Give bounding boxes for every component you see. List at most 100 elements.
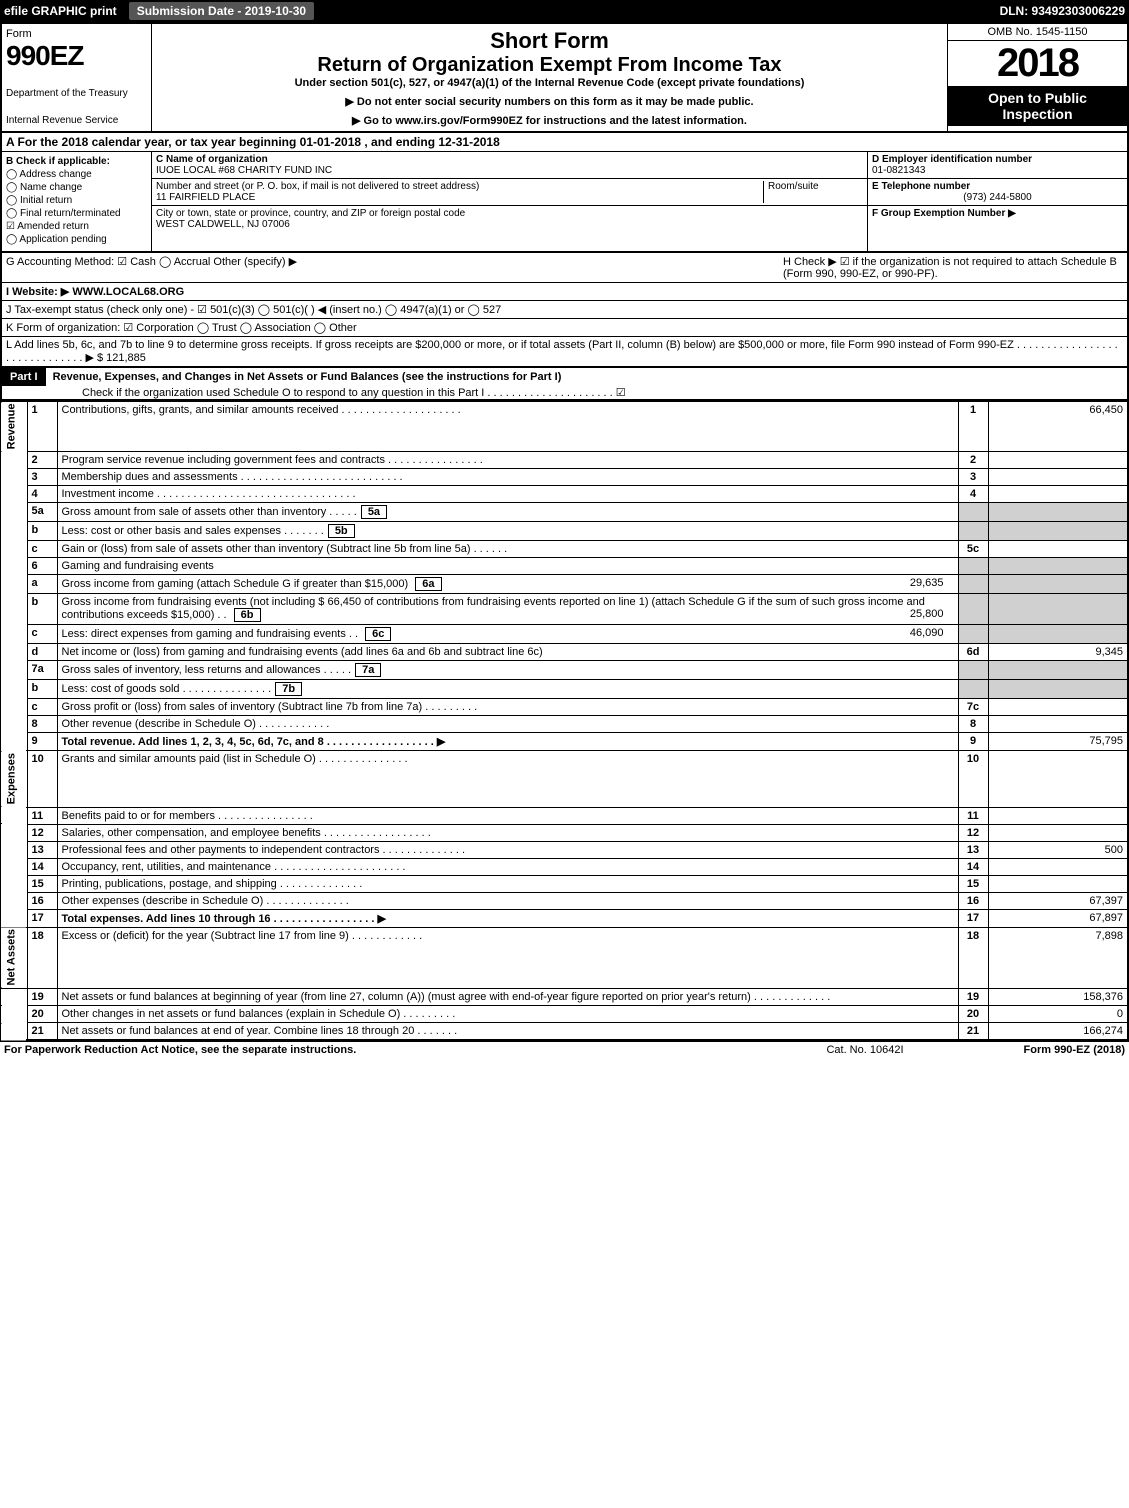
line-12-val: [988, 824, 1128, 841]
line-6d-num: d: [27, 644, 57, 661]
city-block: City or town, state or province, country…: [152, 206, 867, 232]
line-6b-num: b: [27, 594, 57, 625]
info-block: B Check if applicable: ◯ Address change …: [0, 152, 1129, 253]
org-name-block: C Name of organization IUOE LOCAL #68 CH…: [152, 152, 867, 179]
line-3-val: [988, 469, 1128, 486]
line-12-col: 12: [958, 824, 988, 841]
line-15-num: 15: [27, 875, 57, 892]
org-info: C Name of organization IUOE LOCAL #68 CH…: [152, 152, 867, 251]
phone-value: (973) 244-5800: [872, 192, 1123, 203]
line-5c-col: 5c: [958, 541, 988, 558]
initial-return-label: Initial return: [20, 195, 72, 206]
line-5c-desc: Gain or (loss) from sale of assets other…: [57, 541, 958, 558]
line-19-col: 19: [958, 989, 988, 1006]
return-title: Return of Organization Exempt From Incom…: [156, 54, 943, 77]
ein-block: D Employer identification number 01-0821…: [868, 152, 1127, 179]
initial-return-checkbox[interactable]: ◯ Initial return: [6, 195, 147, 206]
row-i: I Website: ▶ WWW.LOCAL68.ORG: [2, 283, 1127, 301]
line-8-num: 8: [27, 716, 57, 733]
line-6c-num: c: [27, 625, 57, 644]
top-bar: efile GRAPHIC print Submission Date - 20…: [0, 0, 1129, 22]
form-number: 990EZ: [6, 40, 147, 72]
final-return-label: Final return/terminated: [20, 208, 121, 219]
h-check: H Check ▶ ☑ if the organization is not r…: [783, 255, 1123, 280]
line-19-num: 19: [27, 989, 57, 1006]
line-8-val: [988, 716, 1128, 733]
line-4-num: 4: [27, 486, 57, 503]
line-9-num: 9: [27, 733, 57, 751]
short-form-title: Short Form: [156, 28, 943, 54]
line-11-desc: Benefits paid to or for members . . . . …: [57, 807, 958, 824]
final-return-checkbox[interactable]: ◯ Final return/terminated: [6, 208, 147, 219]
line-13-num: 13: [27, 841, 57, 858]
line-14-val: [988, 858, 1128, 875]
row-k: K Form of organization: ☑ Corporation ◯ …: [2, 319, 1127, 337]
line-8-col: 8: [958, 716, 988, 733]
part1-check: Check if the organization used Schedule …: [2, 386, 1127, 399]
amended-return-checkbox[interactable]: ☑ Amended return: [6, 221, 147, 232]
line-20-desc: Other changes in net assets or fund bala…: [57, 1006, 958, 1023]
line-16-num: 16: [27, 892, 57, 909]
group-exemption-block: F Group Exemption Number ▶: [868, 206, 1127, 221]
line-15-desc: Printing, publications, postage, and shi…: [57, 875, 958, 892]
num-label: Number and street (or P. O. box, if mail…: [156, 181, 763, 192]
line-6a-num: a: [27, 575, 57, 594]
ein-value: 01-0821343: [872, 165, 1123, 176]
line-7c-col: 7c: [958, 699, 988, 716]
form-ref: Form 990-EZ (2018): [1024, 1044, 1125, 1056]
line-3-col: 3: [958, 469, 988, 486]
line-14-col: 14: [958, 858, 988, 875]
line-3-desc: Membership dues and assessments . . . . …: [57, 469, 958, 486]
line-21-val: 166,274: [988, 1023, 1128, 1041]
line-6-desc: Gaming and fundraising events: [57, 558, 958, 575]
name-change-checkbox[interactable]: ◯ Name change: [6, 182, 147, 193]
line-1-desc: Contributions, gifts, grants, and simila…: [57, 402, 958, 452]
line-21-col: 21: [958, 1023, 988, 1041]
application-pending-label: Application pending: [19, 234, 106, 245]
application-pending-checkbox[interactable]: ◯ Application pending: [6, 234, 147, 245]
address-change-checkbox[interactable]: ◯ Address change: [6, 169, 147, 180]
line-16-val: 67,397: [988, 892, 1128, 909]
irs-label: Internal Revenue Service: [6, 115, 147, 126]
line-2-col: 2: [958, 452, 988, 469]
goto-link[interactable]: ▶ Go to www.irs.gov/Form990EZ for instru…: [156, 114, 943, 127]
row-l: L Add lines 5b, 6c, and 7b to line 9 to …: [2, 337, 1127, 366]
line-5a-val: [988, 503, 1128, 522]
website[interactable]: I Website: ▶ WWW.LOCAL68.ORG: [6, 285, 184, 298]
line-7c-num: c: [27, 699, 57, 716]
line-4-desc: Investment income . . . . . . . . . . . …: [57, 486, 958, 503]
line-14-num: 14: [27, 858, 57, 875]
line-2-val: [988, 452, 1128, 469]
line-7c-val: [988, 699, 1128, 716]
line-10-val: [988, 751, 1128, 807]
org-name: IUOE LOCAL #68 CHARITY FUND INC: [156, 165, 863, 176]
revenue-side-label: Revenue: [1, 402, 27, 452]
line-4-col: 4: [958, 486, 988, 503]
footer: For Paperwork Reduction Act Notice, see …: [0, 1041, 1129, 1058]
line-1-col: 1: [958, 402, 988, 452]
line-20-val: 0: [988, 1006, 1128, 1023]
line-8-desc: Other revenue (describe in Schedule O) .…: [57, 716, 958, 733]
address-change-label: Address change: [19, 169, 91, 180]
line-20-num: 20: [27, 1006, 57, 1023]
g-accounting: G Accounting Method: ☑ Cash ◯ Accrual Ot…: [6, 255, 297, 280]
line-13-val: 500: [988, 841, 1128, 858]
line-17-val: 67,897: [988, 909, 1128, 927]
line-1-val: 66,450: [988, 402, 1128, 452]
line-5a-num: 5a: [27, 503, 57, 522]
line-5b-desc: Less: cost or other basis and sales expe…: [57, 522, 958, 541]
line-16-desc: Other expenses (describe in Schedule O) …: [57, 892, 958, 909]
line-14-desc: Occupancy, rent, utilities, and maintena…: [57, 858, 958, 875]
part1-title: Revenue, Expenses, and Changes in Net As…: [49, 369, 566, 385]
line-15-val: [988, 875, 1128, 892]
line-11-val: [988, 807, 1128, 824]
line-18-desc: Excess or (deficit) for the year (Subtra…: [57, 927, 958, 988]
address-block: Number and street (or P. O. box, if mail…: [152, 179, 867, 206]
line-5c-num: c: [27, 541, 57, 558]
line-7a-desc: Gross sales of inventory, less returns a…: [57, 661, 958, 680]
submission-date: Submission Date - 2019-10-30: [129, 2, 314, 20]
header-left: Form 990EZ Department of the Treasury In…: [2, 24, 152, 131]
row-j: J Tax-exempt status (check only one) - ☑…: [2, 301, 1127, 319]
header-right: OMB No. 1545-1150 2018 Open to Public In…: [947, 24, 1127, 131]
d-label: D Employer identification number: [872, 154, 1123, 165]
